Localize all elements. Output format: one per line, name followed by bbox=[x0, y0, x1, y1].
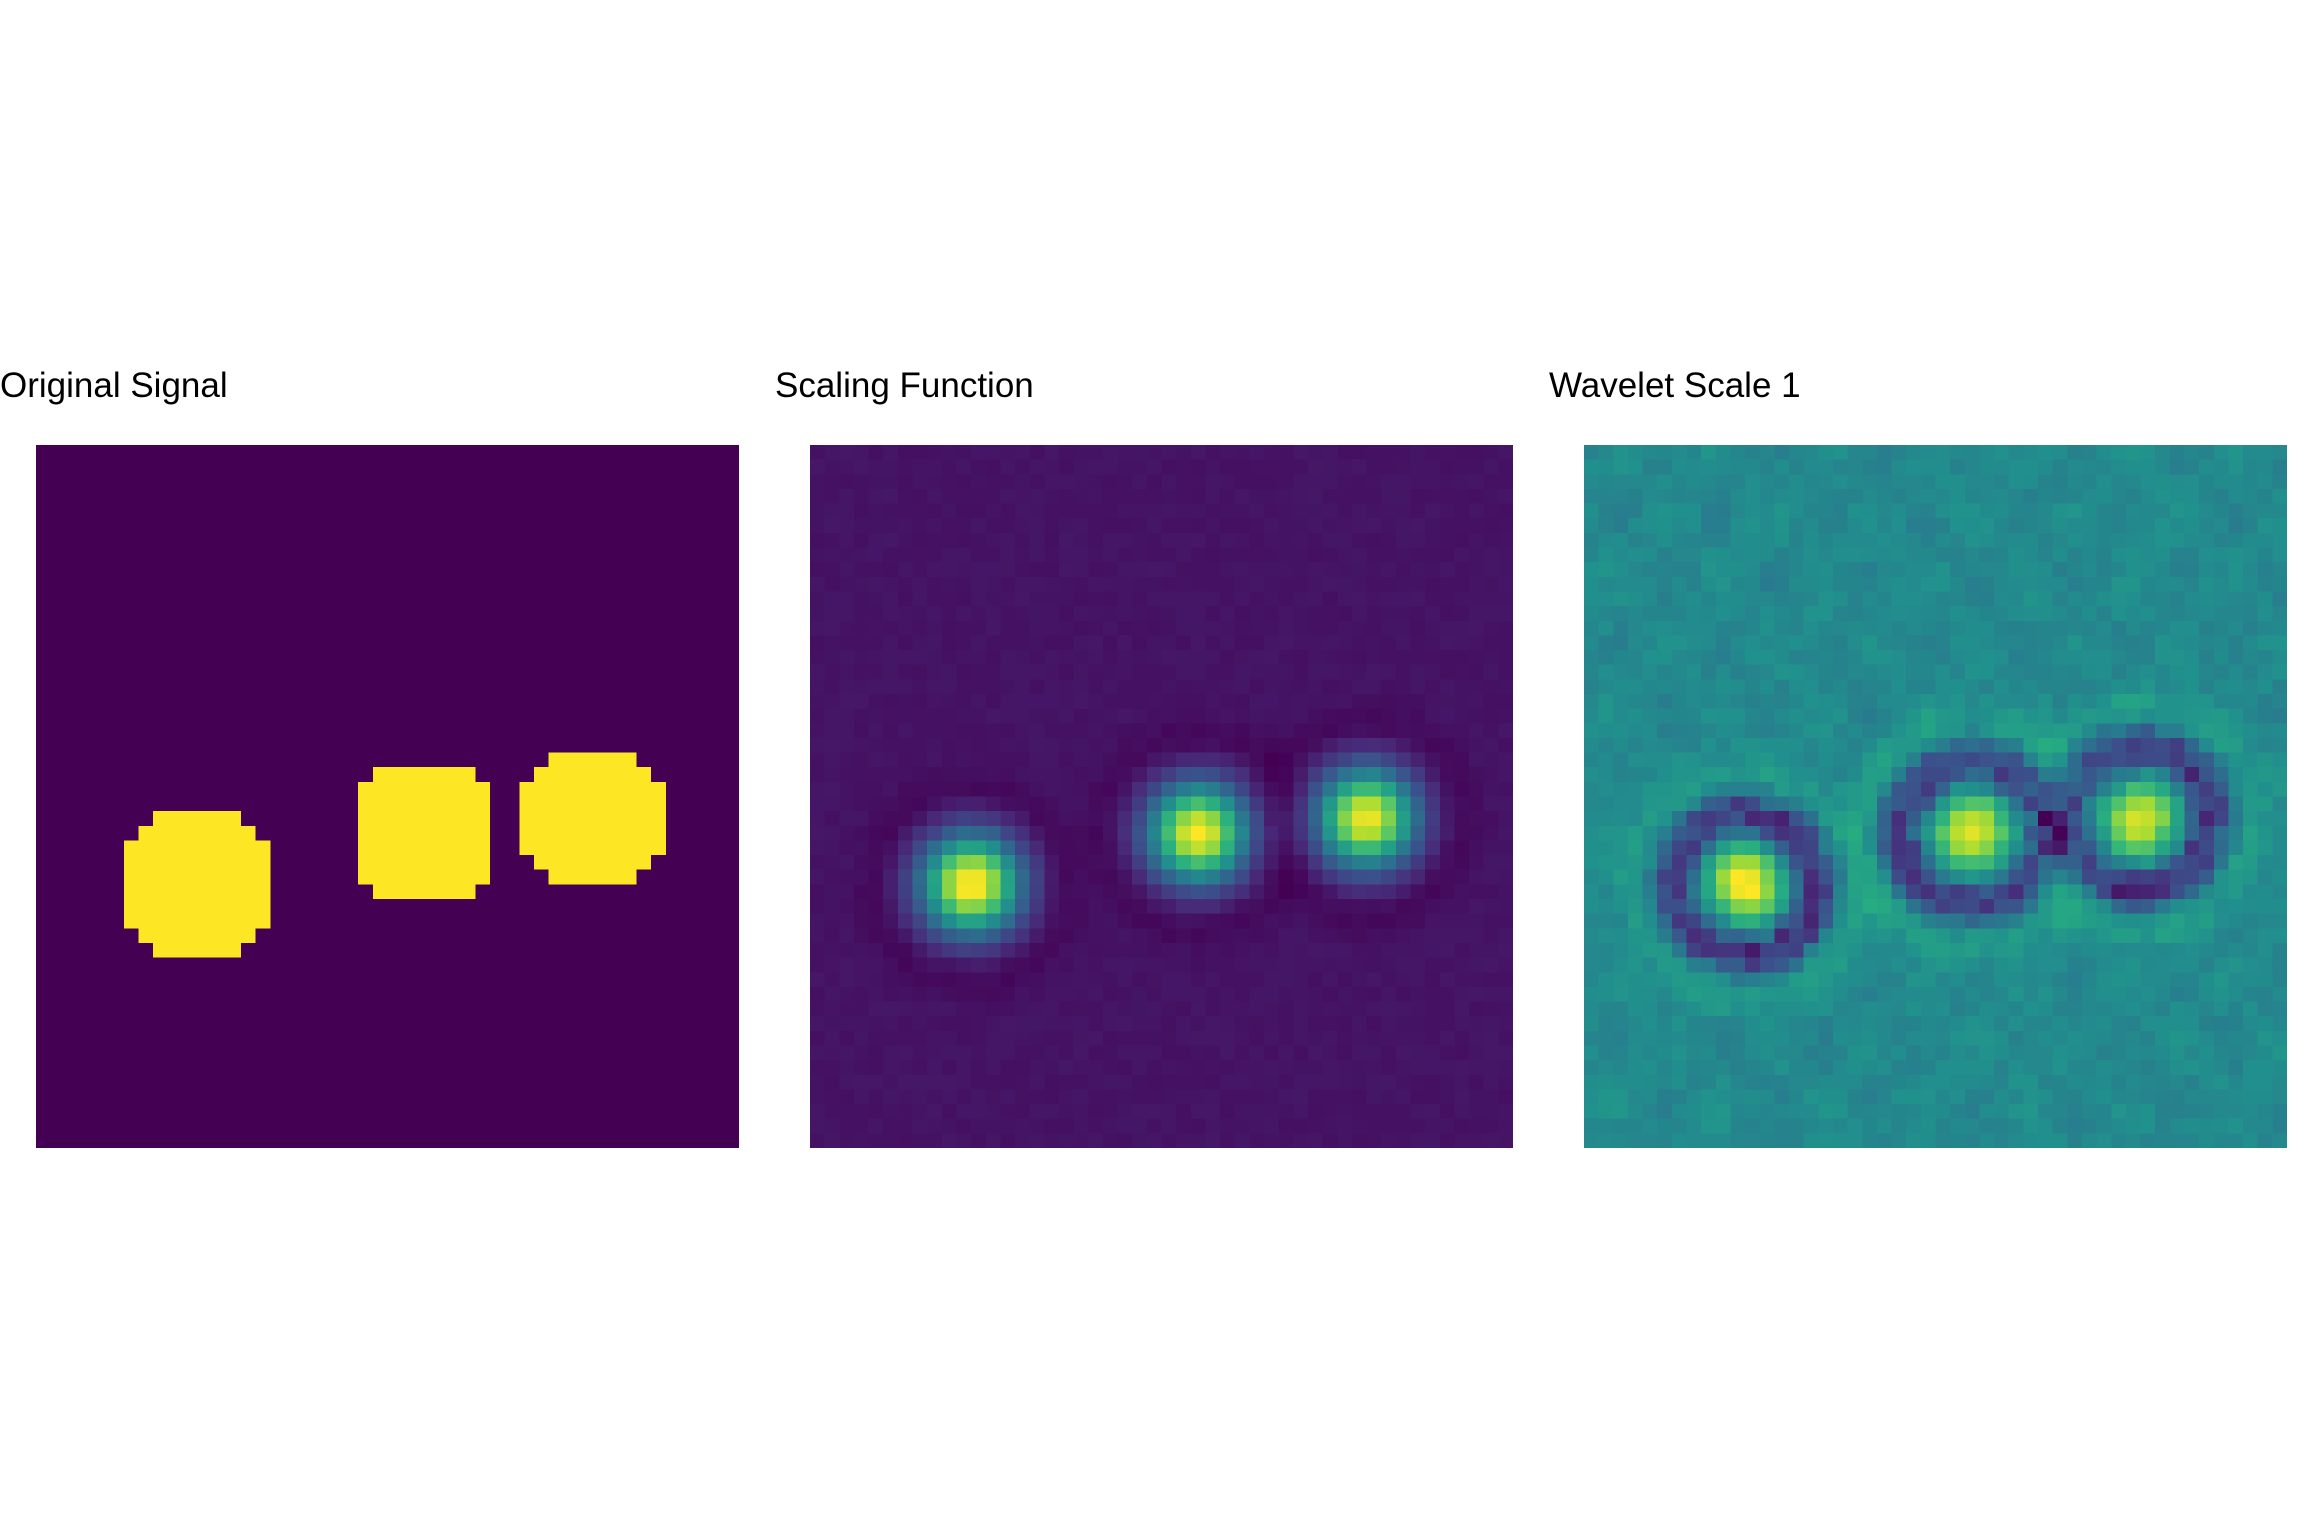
heatmap-scaling-function bbox=[810, 445, 1513, 1148]
panel-title-scaling-function: Scaling Function bbox=[775, 366, 1034, 405]
heatmap-original-signal bbox=[36, 445, 739, 1148]
panel-title-original-signal: Original Signal bbox=[0, 366, 228, 405]
panel-title-wavelet-scale-1: Wavelet Scale 1 bbox=[1549, 366, 1801, 405]
heatmap-wavelet-scale-1 bbox=[1584, 445, 2287, 1148]
